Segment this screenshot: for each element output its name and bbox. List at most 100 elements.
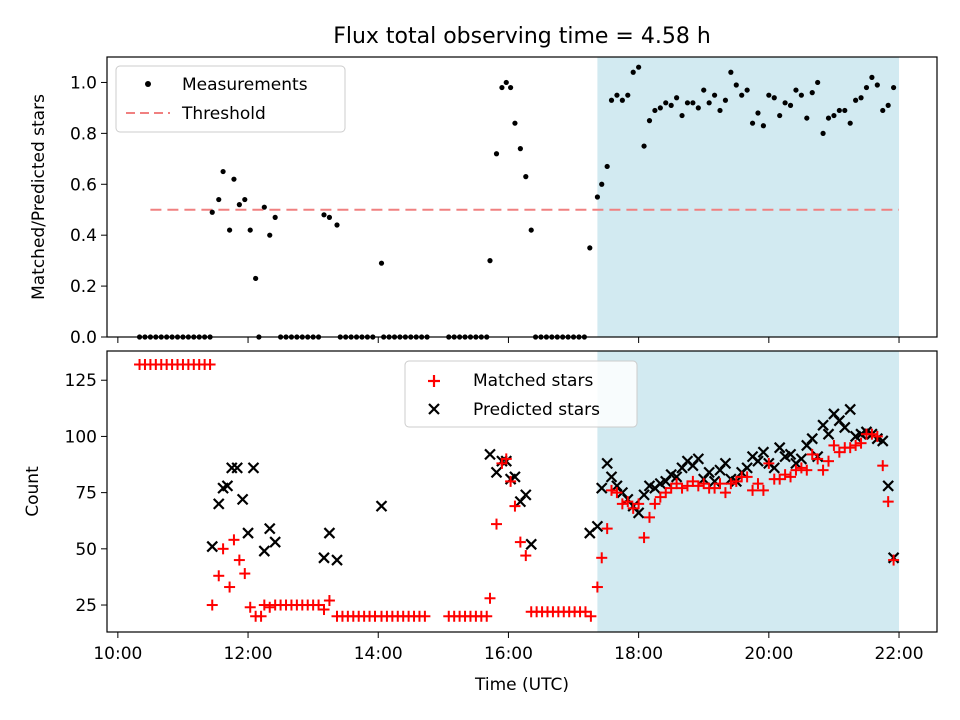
matched-point: [719, 487, 731, 499]
measurement-point: [321, 212, 327, 218]
measurement-point: [334, 222, 340, 228]
predicted-point: [632, 507, 645, 519]
measurement-point: [493, 151, 500, 157]
matched-point: [622, 496, 634, 508]
measurement-point: [216, 196, 222, 203]
predicted-point: [806, 432, 819, 445]
legend-predicted: Predicted stars: [473, 400, 600, 420]
matched-point: [520, 550, 532, 562]
measurement-point: [728, 69, 734, 75]
measurement-legend-marker: [145, 81, 151, 87]
predicted-legend-marker: [428, 403, 440, 415]
measurement-point: [695, 105, 701, 111]
matched-point: [649, 498, 661, 510]
predicted-point: [757, 446, 770, 458]
y-tick-label: 0.6: [70, 175, 97, 195]
matched-point: [828, 439, 840, 451]
top-legend: Measurements Threshold: [115, 65, 346, 133]
bottom-shaded-region: [597, 351, 900, 632]
matched-point: [888, 554, 900, 566]
y-tick-label: 125: [65, 371, 97, 391]
measurement-point: [684, 100, 691, 106]
measurement-point: [858, 95, 864, 101]
bottom-y-axis-label: Count: [23, 466, 43, 517]
matched-point: [817, 464, 829, 476]
legend-threshold: Threshold: [181, 104, 266, 124]
measurement-point: [599, 181, 605, 187]
measurement-point: [674, 95, 680, 101]
measurement-point: [749, 120, 756, 126]
matched-point: [419, 610, 431, 622]
bottom-x-axis: 10:00 12:00 14:00 16:00 18:00 20:00 22:00: [93, 632, 924, 664]
predicted-point: [844, 403, 856, 416]
measurement-point: [760, 123, 767, 129]
chart-title: Flux total observing time = 4.58 h: [333, 24, 711, 49]
measurement-point: [798, 92, 804, 98]
predicted-point: [247, 462, 260, 474]
y-tick-label: 50: [75, 540, 97, 560]
measurement-point: [512, 120, 518, 126]
predicted-point: [817, 419, 829, 431]
matched-point: [643, 511, 655, 523]
measurement-point: [793, 87, 799, 93]
x-tick-label: 22:00: [875, 644, 924, 664]
matched-point: [606, 484, 618, 496]
matched-point: [866, 428, 878, 440]
measurement-point: [820, 130, 826, 136]
measurement-point: [777, 112, 783, 119]
measurement-point: [517, 146, 523, 152]
measurement-point: [267, 232, 273, 238]
matched-point: [505, 475, 517, 487]
x-tick-label: 10:00: [93, 644, 142, 664]
x-tick-label: 14:00: [354, 644, 403, 664]
measurement-point: [508, 84, 514, 91]
predicted-point: [490, 466, 503, 479]
predicted-point: [323, 527, 336, 539]
matched-point: [258, 599, 270, 611]
measurement-point: [744, 87, 750, 93]
measurement-point: [831, 112, 837, 119]
predicted-point: [703, 466, 715, 479]
predicted-point: [331, 554, 343, 566]
matched-point: [844, 442, 856, 454]
matched-point: [812, 453, 824, 465]
matched-point: [206, 599, 218, 611]
measurement-point: [247, 227, 253, 233]
matched-point: [692, 480, 704, 492]
predicted-point: [752, 455, 764, 467]
measurement-point: [891, 84, 897, 91]
measurement-point: [782, 100, 788, 106]
x-axis-label: Time (UTC): [474, 675, 569, 695]
x-tick-label: 12:00: [224, 644, 273, 664]
matched-point: [611, 487, 623, 499]
matched-point: [255, 610, 267, 622]
measurement-point: [766, 92, 772, 98]
matched-point: [785, 471, 797, 483]
y-tick-label: 0.0: [70, 328, 97, 348]
top-plot-frame: [106, 56, 938, 338]
bottom-y-axis: 25 50 75 100 125: [65, 371, 107, 616]
top-shaded-region: [597, 57, 900, 337]
y-tick-label: 100: [65, 427, 97, 447]
bottom-plot-frame: [106, 350, 938, 633]
x-tick-label: 16:00: [484, 644, 533, 664]
matched-point: [509, 500, 521, 512]
y-tick-label: 25: [75, 596, 97, 616]
matched-point: [217, 543, 229, 555]
matched-point: [264, 601, 276, 613]
matched-point: [514, 536, 526, 548]
matched-point: [233, 554, 245, 566]
matched-legend-marker: [428, 375, 440, 387]
matched-point: [795, 462, 807, 474]
measurement-point: [755, 110, 761, 116]
predicted-point: [520, 489, 532, 501]
predicted-points: [206, 403, 900, 566]
measurement-point: [587, 245, 593, 251]
matched-point: [244, 601, 256, 613]
measurement-point: [646, 118, 653, 124]
matched-point: [779, 469, 791, 481]
y-tick-label: 1.0: [70, 73, 97, 93]
measurement-point: [668, 102, 674, 108]
measurement-point: [641, 143, 647, 149]
matched-point: [224, 581, 236, 593]
